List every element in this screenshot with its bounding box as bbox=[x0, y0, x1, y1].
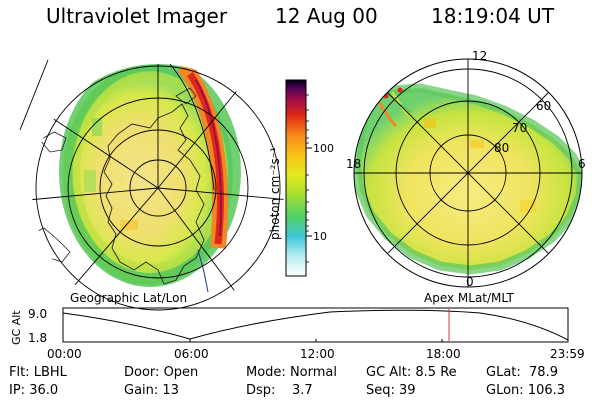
geographic-caption: Geographic Lat/Lon bbox=[70, 291, 187, 305]
param-glat: GLat: 78.9 bbox=[486, 365, 558, 380]
observation-date: 12 Aug 00 bbox=[275, 4, 378, 28]
geographic-image-panel bbox=[19, 59, 284, 316]
mlt-label-midnight: 0 bbox=[466, 275, 474, 289]
altitude-axis-label: GC Alt bbox=[10, 310, 23, 345]
magnetic-caption: Apex MLat/MLT bbox=[424, 291, 514, 305]
time-tick-2359: 23:59 bbox=[550, 347, 585, 361]
mlt-label-dusk: 18 bbox=[346, 157, 361, 171]
time-tick-0600: 06:00 bbox=[174, 347, 209, 361]
param-gc-alt: GC Alt: 8.5 Re bbox=[366, 365, 457, 380]
param-mode: Mode: Normal bbox=[246, 365, 337, 380]
altitude-tick-high: 9.0 bbox=[28, 307, 47, 321]
colorbar-tick-100: 100 bbox=[313, 142, 334, 155]
time-tick-1200: 12:00 bbox=[300, 347, 335, 361]
auroral-image-right bbox=[356, 88, 582, 270]
intensity-colorbar: 100 10 photon cm⁻²s⁻¹ bbox=[268, 79, 334, 277]
instrument-title: Ultraviolet Imager bbox=[46, 4, 228, 28]
altitude-tick-low: 1.8 bbox=[28, 331, 47, 345]
mlat-label-70: 70 bbox=[512, 121, 527, 135]
time-tick-0000: 00:00 bbox=[47, 347, 82, 361]
param-gain: Gain: 13 bbox=[124, 383, 179, 398]
auroral-image-left bbox=[63, 65, 233, 285]
coastline-outline bbox=[103, 103, 205, 285]
mlat-label-60: 60 bbox=[536, 99, 551, 113]
magnetic-image-panel: 12 18 6 0 60 70 80 bbox=[346, 49, 586, 289]
param-ip: IP: 36.0 bbox=[9, 383, 59, 398]
time-tick-1800: 18:00 bbox=[426, 347, 461, 361]
colorbar-unit-label: photon cm⁻²s⁻¹ bbox=[268, 147, 282, 240]
altitude-timeline: GC Alt 9.0 1.8 00:00 06:00 12:00 18:00 2… bbox=[10, 307, 585, 361]
param-filter: Flt: LBHL bbox=[9, 365, 67, 380]
param-glon: GLon: 106.3 bbox=[486, 383, 566, 398]
mlt-label-dawn: 6 bbox=[578, 157, 586, 171]
param-seq: Seq: 39 bbox=[366, 383, 416, 398]
mlt-label-noon: 12 bbox=[472, 49, 487, 63]
observation-time: 18:19:04 UT bbox=[431, 4, 555, 28]
mlat-label-80: 80 bbox=[494, 141, 509, 155]
param-door: Door: Open bbox=[124, 365, 199, 380]
colorbar-tick-10: 10 bbox=[313, 230, 327, 243]
altitude-curve bbox=[62, 309, 569, 341]
param-dsp: Dsp: 3.7 bbox=[246, 383, 313, 398]
